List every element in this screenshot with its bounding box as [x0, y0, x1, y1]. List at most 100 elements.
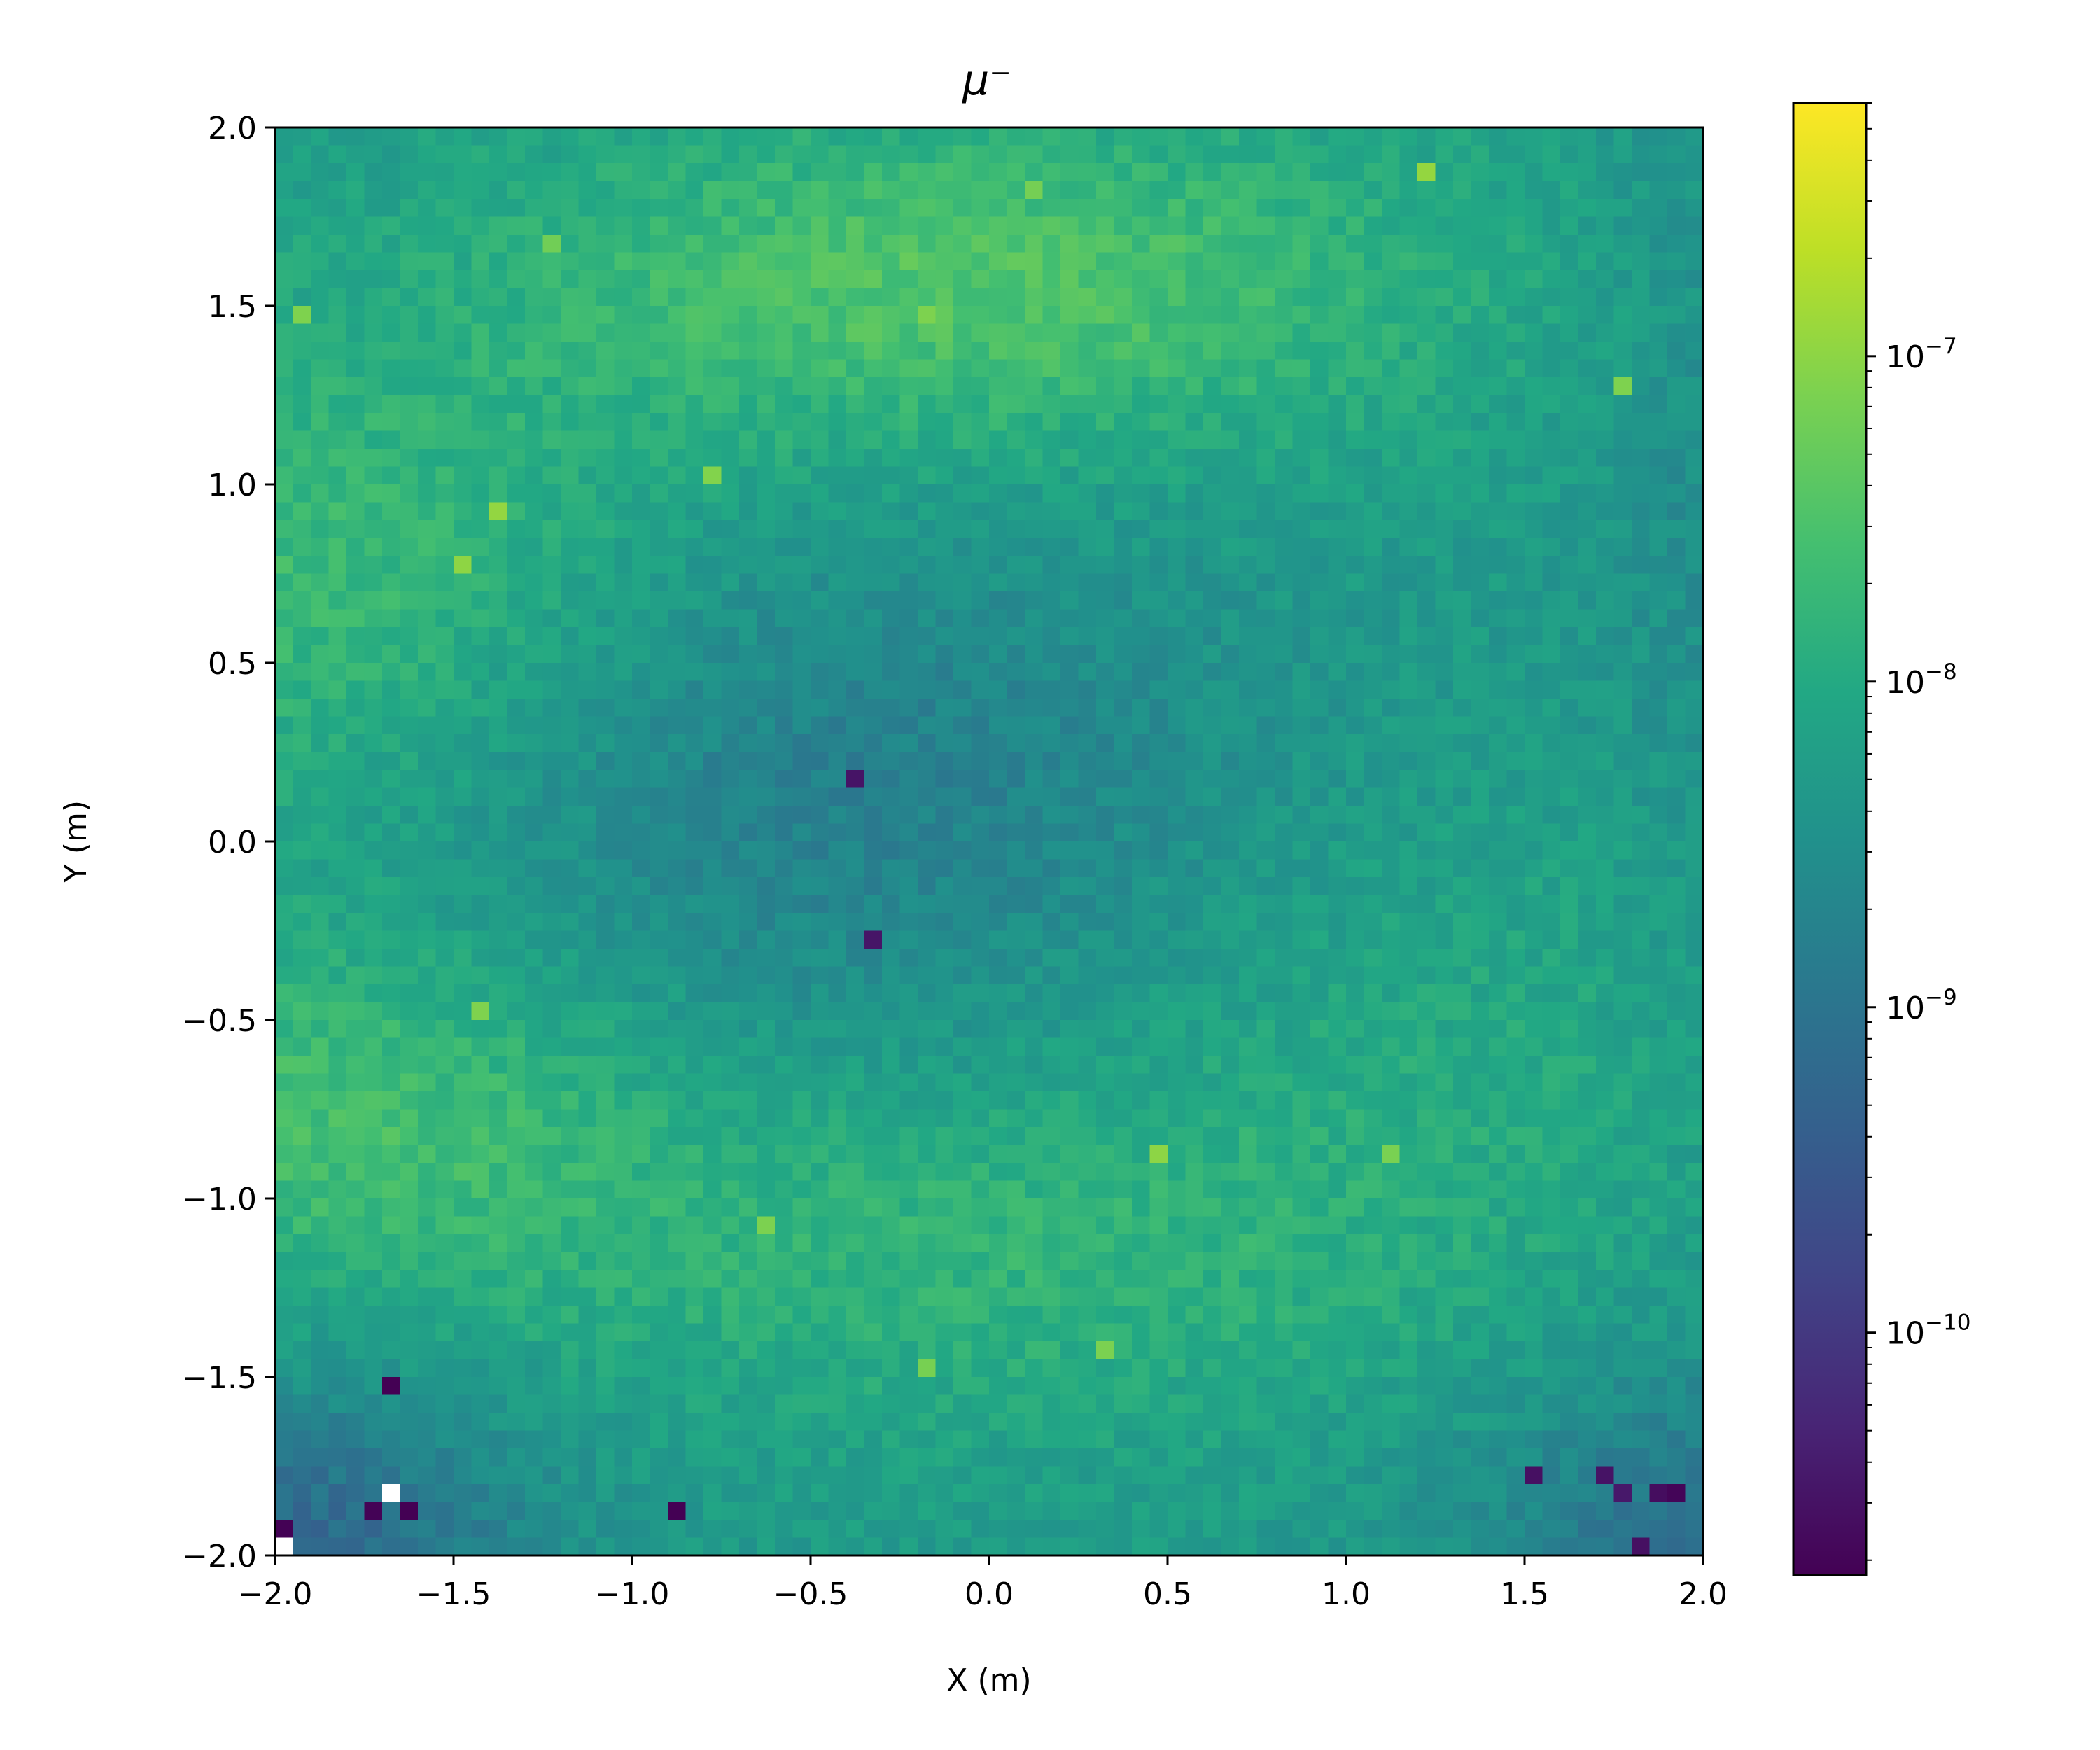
- heatmap-cell: [311, 145, 330, 164]
- heatmap-cell: [1525, 252, 1544, 271]
- heatmap-cell: [668, 342, 687, 360]
- heatmap-cell: [811, 1109, 830, 1128]
- heatmap-cell: [435, 1163, 454, 1182]
- heatmap-cell: [1506, 288, 1525, 307]
- heatmap-cell: [1078, 430, 1097, 449]
- heatmap-cell: [1399, 430, 1418, 449]
- heatmap-cell: [1649, 252, 1668, 271]
- heatmap-cell: [1506, 520, 1525, 539]
- heatmap-cell: [328, 199, 347, 218]
- heatmap-cell: [775, 306, 794, 325]
- heatmap-cell: [846, 699, 865, 718]
- heatmap-cell: [507, 859, 526, 878]
- heatmap-cell: [1042, 1020, 1061, 1039]
- heatmap-cell: [1149, 1180, 1168, 1199]
- heatmap-cell: [721, 556, 740, 575]
- heatmap-cell: [311, 359, 330, 378]
- heatmap-cell: [811, 1198, 830, 1217]
- heatmap-cell: [757, 859, 776, 878]
- heatmap-cell: [971, 699, 990, 718]
- heatmap-cell: [596, 1198, 615, 1217]
- heatmap-cell: [596, 1002, 615, 1021]
- heatmap-cell: [739, 520, 758, 539]
- heatmap-cell: [757, 395, 776, 414]
- heatmap-cell: [739, 395, 758, 414]
- heatmap-cell: [400, 145, 419, 164]
- heatmap-cell: [953, 592, 972, 610]
- heatmap-cell: [828, 645, 847, 664]
- heatmap-cell: [650, 234, 668, 253]
- heatmap-cell: [435, 1216, 454, 1235]
- heatmap-cell: [1042, 966, 1061, 985]
- heatmap-cell: [704, 859, 722, 878]
- heatmap-cell: [704, 1073, 722, 1092]
- heatmap-cell: [596, 395, 615, 414]
- heatmap-cell: [989, 323, 1008, 342]
- heatmap-cell: [614, 252, 633, 271]
- heatmap-cell: [1382, 823, 1401, 842]
- heatmap-cell: [739, 556, 758, 575]
- heatmap-cell: [1096, 841, 1115, 860]
- heatmap-cell: [1435, 680, 1454, 699]
- heatmap-cell: [596, 359, 615, 378]
- heatmap-cell: [1489, 1180, 1508, 1199]
- heatmap-cell: [1060, 930, 1079, 949]
- heatmap-cell: [864, 1180, 883, 1199]
- heatmap-cell: [953, 609, 972, 628]
- heatmap-cell: [400, 163, 419, 182]
- heatmap-cell: [1418, 645, 1436, 664]
- heatmap-cell: [1685, 573, 1704, 592]
- heatmap-cell: [1078, 1073, 1097, 1092]
- heatmap-cell: [596, 859, 615, 878]
- heatmap-cell: [668, 716, 687, 735]
- heatmap-cell: [1525, 841, 1544, 860]
- heatmap-cell: [989, 680, 1008, 699]
- heatmap-cell: [275, 449, 294, 468]
- heatmap-cell: [685, 288, 704, 307]
- heatmap-cell: [846, 966, 865, 985]
- heatmap-cell: [721, 734, 740, 753]
- heatmap-cell: [507, 734, 526, 753]
- heatmap-cell: [328, 930, 347, 949]
- heatmap-cell: [418, 1163, 437, 1182]
- heatmap-cell: [811, 966, 830, 985]
- heatmap-cell: [632, 930, 651, 949]
- heatmap-cell: [739, 430, 758, 449]
- heatmap-cell: [1275, 270, 1294, 289]
- heatmap-cell: [1614, 288, 1632, 307]
- heatmap-cell: [1399, 1127, 1418, 1146]
- heatmap-cell: [1632, 573, 1651, 592]
- heatmap-cell: [596, 1127, 615, 1146]
- heatmap-cell: [1471, 199, 1490, 218]
- heatmap-cell: [775, 913, 794, 932]
- heatmap-cell: [1418, 1091, 1436, 1110]
- heatmap-cell: [1435, 573, 1454, 592]
- heatmap-cell: [507, 556, 526, 575]
- heatmap-cell: [739, 627, 758, 646]
- heatmap-cell: [1471, 592, 1490, 610]
- heatmap-cell: [1042, 1216, 1061, 1235]
- heatmap-cell: [811, 1091, 830, 1110]
- heatmap-cell: [578, 823, 597, 842]
- heatmap-cell: [471, 770, 490, 789]
- heatmap-cell: [1239, 984, 1258, 1003]
- heatmap-cell: [471, 484, 490, 503]
- heatmap-cell: [1632, 913, 1651, 932]
- heatmap-cell: [704, 395, 722, 414]
- heatmap-cell: [275, 413, 294, 432]
- heatmap-cell: [899, 627, 918, 646]
- heatmap-cell: [1185, 859, 1204, 878]
- heatmap-cell: [1310, 948, 1329, 967]
- heatmap-cell: [471, 1216, 490, 1235]
- heatmap-cell: [364, 520, 383, 539]
- heatmap-cell: [792, 1109, 811, 1128]
- heatmap-cell: [1685, 1037, 1704, 1056]
- heatmap-cell: [1614, 163, 1632, 182]
- heatmap-cell: [971, 1216, 990, 1235]
- heatmap-cell: [1596, 216, 1615, 235]
- heatmap-cell: [293, 1073, 312, 1092]
- heatmap-cell: [1649, 699, 1668, 718]
- heatmap-cell: [1596, 181, 1615, 200]
- heatmap-cell: [275, 127, 294, 146]
- heatmap-cell: [1042, 145, 1061, 164]
